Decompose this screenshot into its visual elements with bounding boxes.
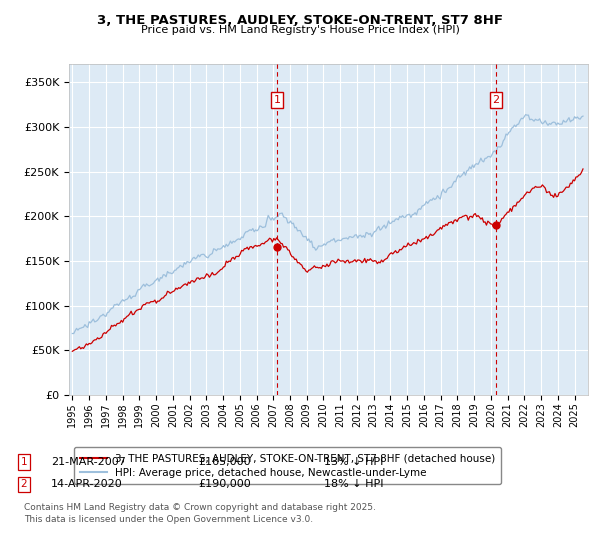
Text: 21-MAR-2007: 21-MAR-2007 [51,457,126,467]
Text: Contains HM Land Registry data © Crown copyright and database right 2025.: Contains HM Land Registry data © Crown c… [24,503,376,512]
Text: 3, THE PASTURES, AUDLEY, STOKE-ON-TRENT, ST7 8HF: 3, THE PASTURES, AUDLEY, STOKE-ON-TRENT,… [97,14,503,27]
Text: Price paid vs. HM Land Registry's House Price Index (HPI): Price paid vs. HM Land Registry's House … [140,25,460,35]
Text: £165,000: £165,000 [198,457,251,467]
Text: 18% ↓ HPI: 18% ↓ HPI [324,479,383,489]
Text: This data is licensed under the Open Government Licence v3.0.: This data is licensed under the Open Gov… [24,515,313,524]
Text: 14-APR-2020: 14-APR-2020 [51,479,123,489]
Text: 1: 1 [20,457,28,467]
Text: 13% ↓ HPI: 13% ↓ HPI [324,457,383,467]
Text: 1: 1 [274,95,280,105]
Text: 2: 2 [493,95,499,105]
Text: 2: 2 [20,479,28,489]
Legend: 3, THE PASTURES, AUDLEY, STOKE-ON-TRENT, ST7 8HF (detached house), HPI: Average : 3, THE PASTURES, AUDLEY, STOKE-ON-TRENT,… [74,447,502,484]
Text: £190,000: £190,000 [198,479,251,489]
